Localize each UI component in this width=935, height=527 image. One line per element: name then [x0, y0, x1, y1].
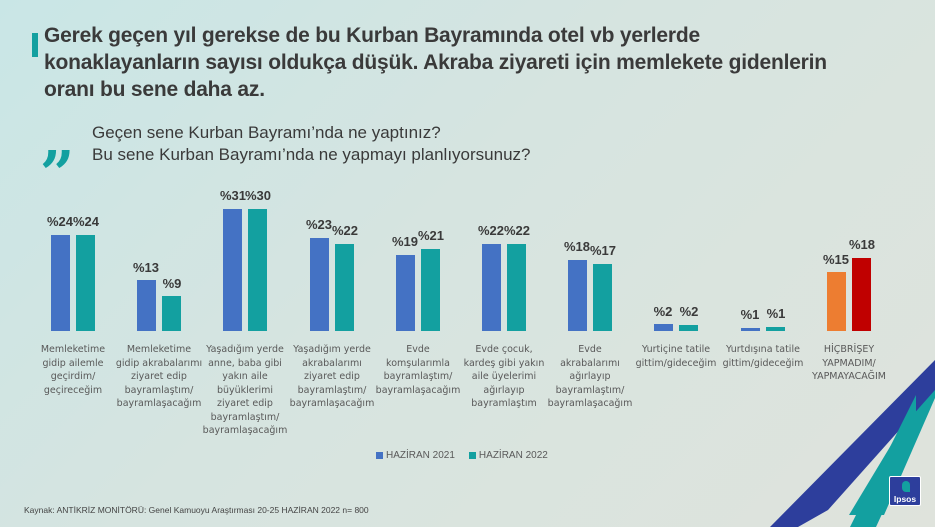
title-accent-bar: [32, 33, 38, 57]
question-line-2: Bu sene Kurban Bayramı’nda ne yapmayı pl…: [92, 145, 531, 164]
bar-2022: [766, 327, 785, 331]
legend-item-2021: HAZİRAN 2021: [376, 450, 455, 461]
bar-2022: [335, 244, 354, 331]
bar-2022: [76, 235, 95, 331]
value-label: %1: [740, 307, 760, 322]
value-label: %21: [417, 228, 445, 243]
bar-2021: [396, 255, 415, 331]
chart-legend: HAZİRAN 2021 HAZİRAN 2022: [376, 450, 548, 461]
category-label: Yurtdışına tatile gittim/gideceğim: [722, 344, 804, 369]
source-note: Kaynak: ANTİKRİZ MONİTÖRÜ: Genel Kamuoyu…: [24, 505, 369, 515]
title-line-2: konaklayanların sayısı oldukça düşük. Ak…: [44, 51, 827, 74]
bar-2021: [568, 260, 587, 331]
value-label: %22: [503, 223, 531, 238]
value-label: %22: [477, 223, 505, 238]
bar-2022: [593, 264, 612, 331]
legend-swatch-blue: [376, 452, 383, 459]
bar-2021: [137, 280, 156, 331]
value-label: %9: [162, 276, 182, 291]
value-label: %13: [132, 260, 160, 275]
category-label: HİÇBRİŞEY YAPMADIM/YAPMAYACAĞIM: [812, 344, 886, 382]
bar-2021: [482, 244, 501, 331]
value-label: %22: [331, 223, 359, 238]
category-label: Yurtiçine tatile gittim/gideceğim: [635, 344, 717, 369]
category-label: Memleketime gidip akrabalarımı ziyaret edi…: [115, 344, 203, 409]
bar-2021-highlight: [827, 272, 846, 331]
ipsos-mark-icon: [902, 481, 910, 492]
value-label: %30: [244, 188, 272, 203]
survey-question: Geçen sene Kurban Bayramı’nda ne yaptını…: [92, 122, 530, 166]
ipsos-logo: Ipsos: [889, 476, 921, 506]
legend-item-2022: HAZİRAN 2022: [468, 450, 548, 461]
category-label: Evde çocuk, kardeş gibi yakın aile üyeleri…: [463, 344, 545, 409]
bar-2022: [679, 325, 698, 331]
value-label: %15: [822, 252, 850, 267]
bar-2021: [654, 324, 673, 331]
bar-2021: [223, 209, 242, 331]
bar-2022-highlight: [852, 258, 871, 331]
value-label: %1: [766, 306, 786, 321]
legend-swatch-teal: [468, 452, 476, 459]
bar-2021: [310, 238, 329, 331]
category-label: Memleketime gidip ailemle geçirdim/geçirec…: [40, 344, 106, 396]
value-label: %19: [391, 234, 419, 249]
category-label: Evde akrabalarımı ağırlayıp bayramlaştım/ba…: [547, 344, 633, 409]
category-label: Evde komşularımla bayramlaştım/bayramlaşac…: [375, 344, 461, 396]
title-line-1: Gerek geçen yıl gerekse de bu Kurban Bay…: [44, 24, 700, 47]
bar-2021: [51, 235, 70, 331]
value-label: %2: [653, 304, 673, 319]
value-label: %24: [46, 214, 74, 229]
bar-2022: [162, 296, 181, 331]
value-label: %17: [589, 243, 617, 258]
value-label: %24: [72, 214, 100, 229]
value-label: %2: [679, 304, 699, 319]
question-line-1: Geçen sene Kurban Bayramı’nda ne yaptını…: [92, 123, 441, 142]
value-label: %18: [563, 239, 591, 254]
bar-2022: [248, 209, 267, 331]
value-label: %18: [848, 237, 876, 252]
bar-2022: [507, 244, 526, 331]
value-label: %31: [219, 188, 247, 203]
bar-2021: [741, 328, 760, 331]
category-label: Yaşadığım yerde akrabalarımı ziyaret edip b…: [289, 344, 375, 409]
title-line-3: oranı bu sene daha az.: [44, 78, 265, 101]
page-title: Gerek geçen yıl gerekse de bu Kurban Bay…: [44, 22, 935, 103]
category-label: Yaşadığım yerde anne, baba gibi yakın aile…: [202, 344, 288, 436]
value-label: %23: [305, 217, 333, 232]
bar-2022: [421, 249, 440, 331]
